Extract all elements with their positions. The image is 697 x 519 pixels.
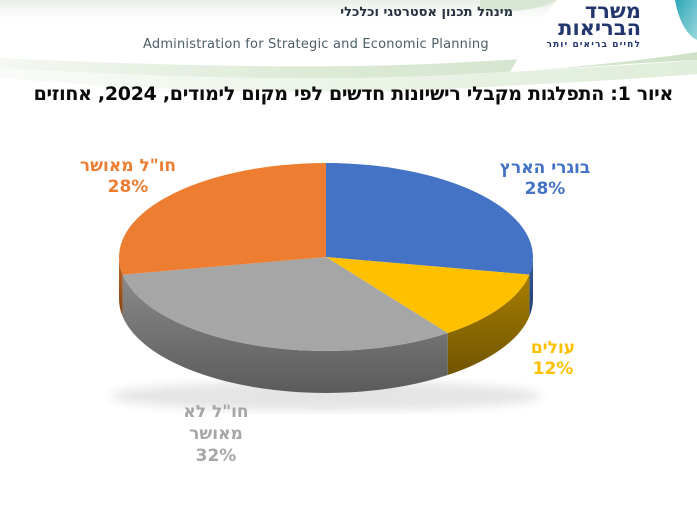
label-abroad-not-approved: חו"ל לא מאושר 32%	[164, 401, 268, 467]
slice-name: חו"ל מאושר	[79, 156, 177, 176]
slice-percent: 32%	[195, 446, 237, 466]
label-israel-graduates: בוגרי הארץ 28%	[483, 158, 607, 200]
slice-name: חו"ל לא מאושר	[183, 402, 249, 444]
department-name-english: Administration for Strategic and Economi…	[143, 37, 489, 52]
slice-percent: 28%	[524, 179, 566, 199]
logo-line-2: הבריאות	[558, 16, 641, 40]
slice-percent: 28%	[107, 177, 149, 197]
header-wave-decoration	[0, 0, 697, 92]
slice-name: בוגרי הארץ	[499, 158, 591, 178]
label-abroad-approved: חו"ל מאושר 28%	[66, 156, 190, 198]
label-immigrants: עולים 12%	[503, 338, 603, 380]
slice-name: עולים	[530, 338, 576, 358]
figure-title: איור 1: התפלגות מקבלי רישיונות חדשים לפי…	[33, 83, 674, 105]
department-name-hebrew: מינהל תכנון אסטרטגי וכלכלי	[340, 5, 513, 20]
slice-percent: 12%	[532, 359, 574, 379]
logo-tagline: לחיים בריאים יותר	[546, 40, 641, 50]
logo-line-1: משרד	[584, 0, 641, 23]
ministry-of-health-logo: משרד הבריאות לחיים בריאים יותר	[546, 0, 642, 51]
